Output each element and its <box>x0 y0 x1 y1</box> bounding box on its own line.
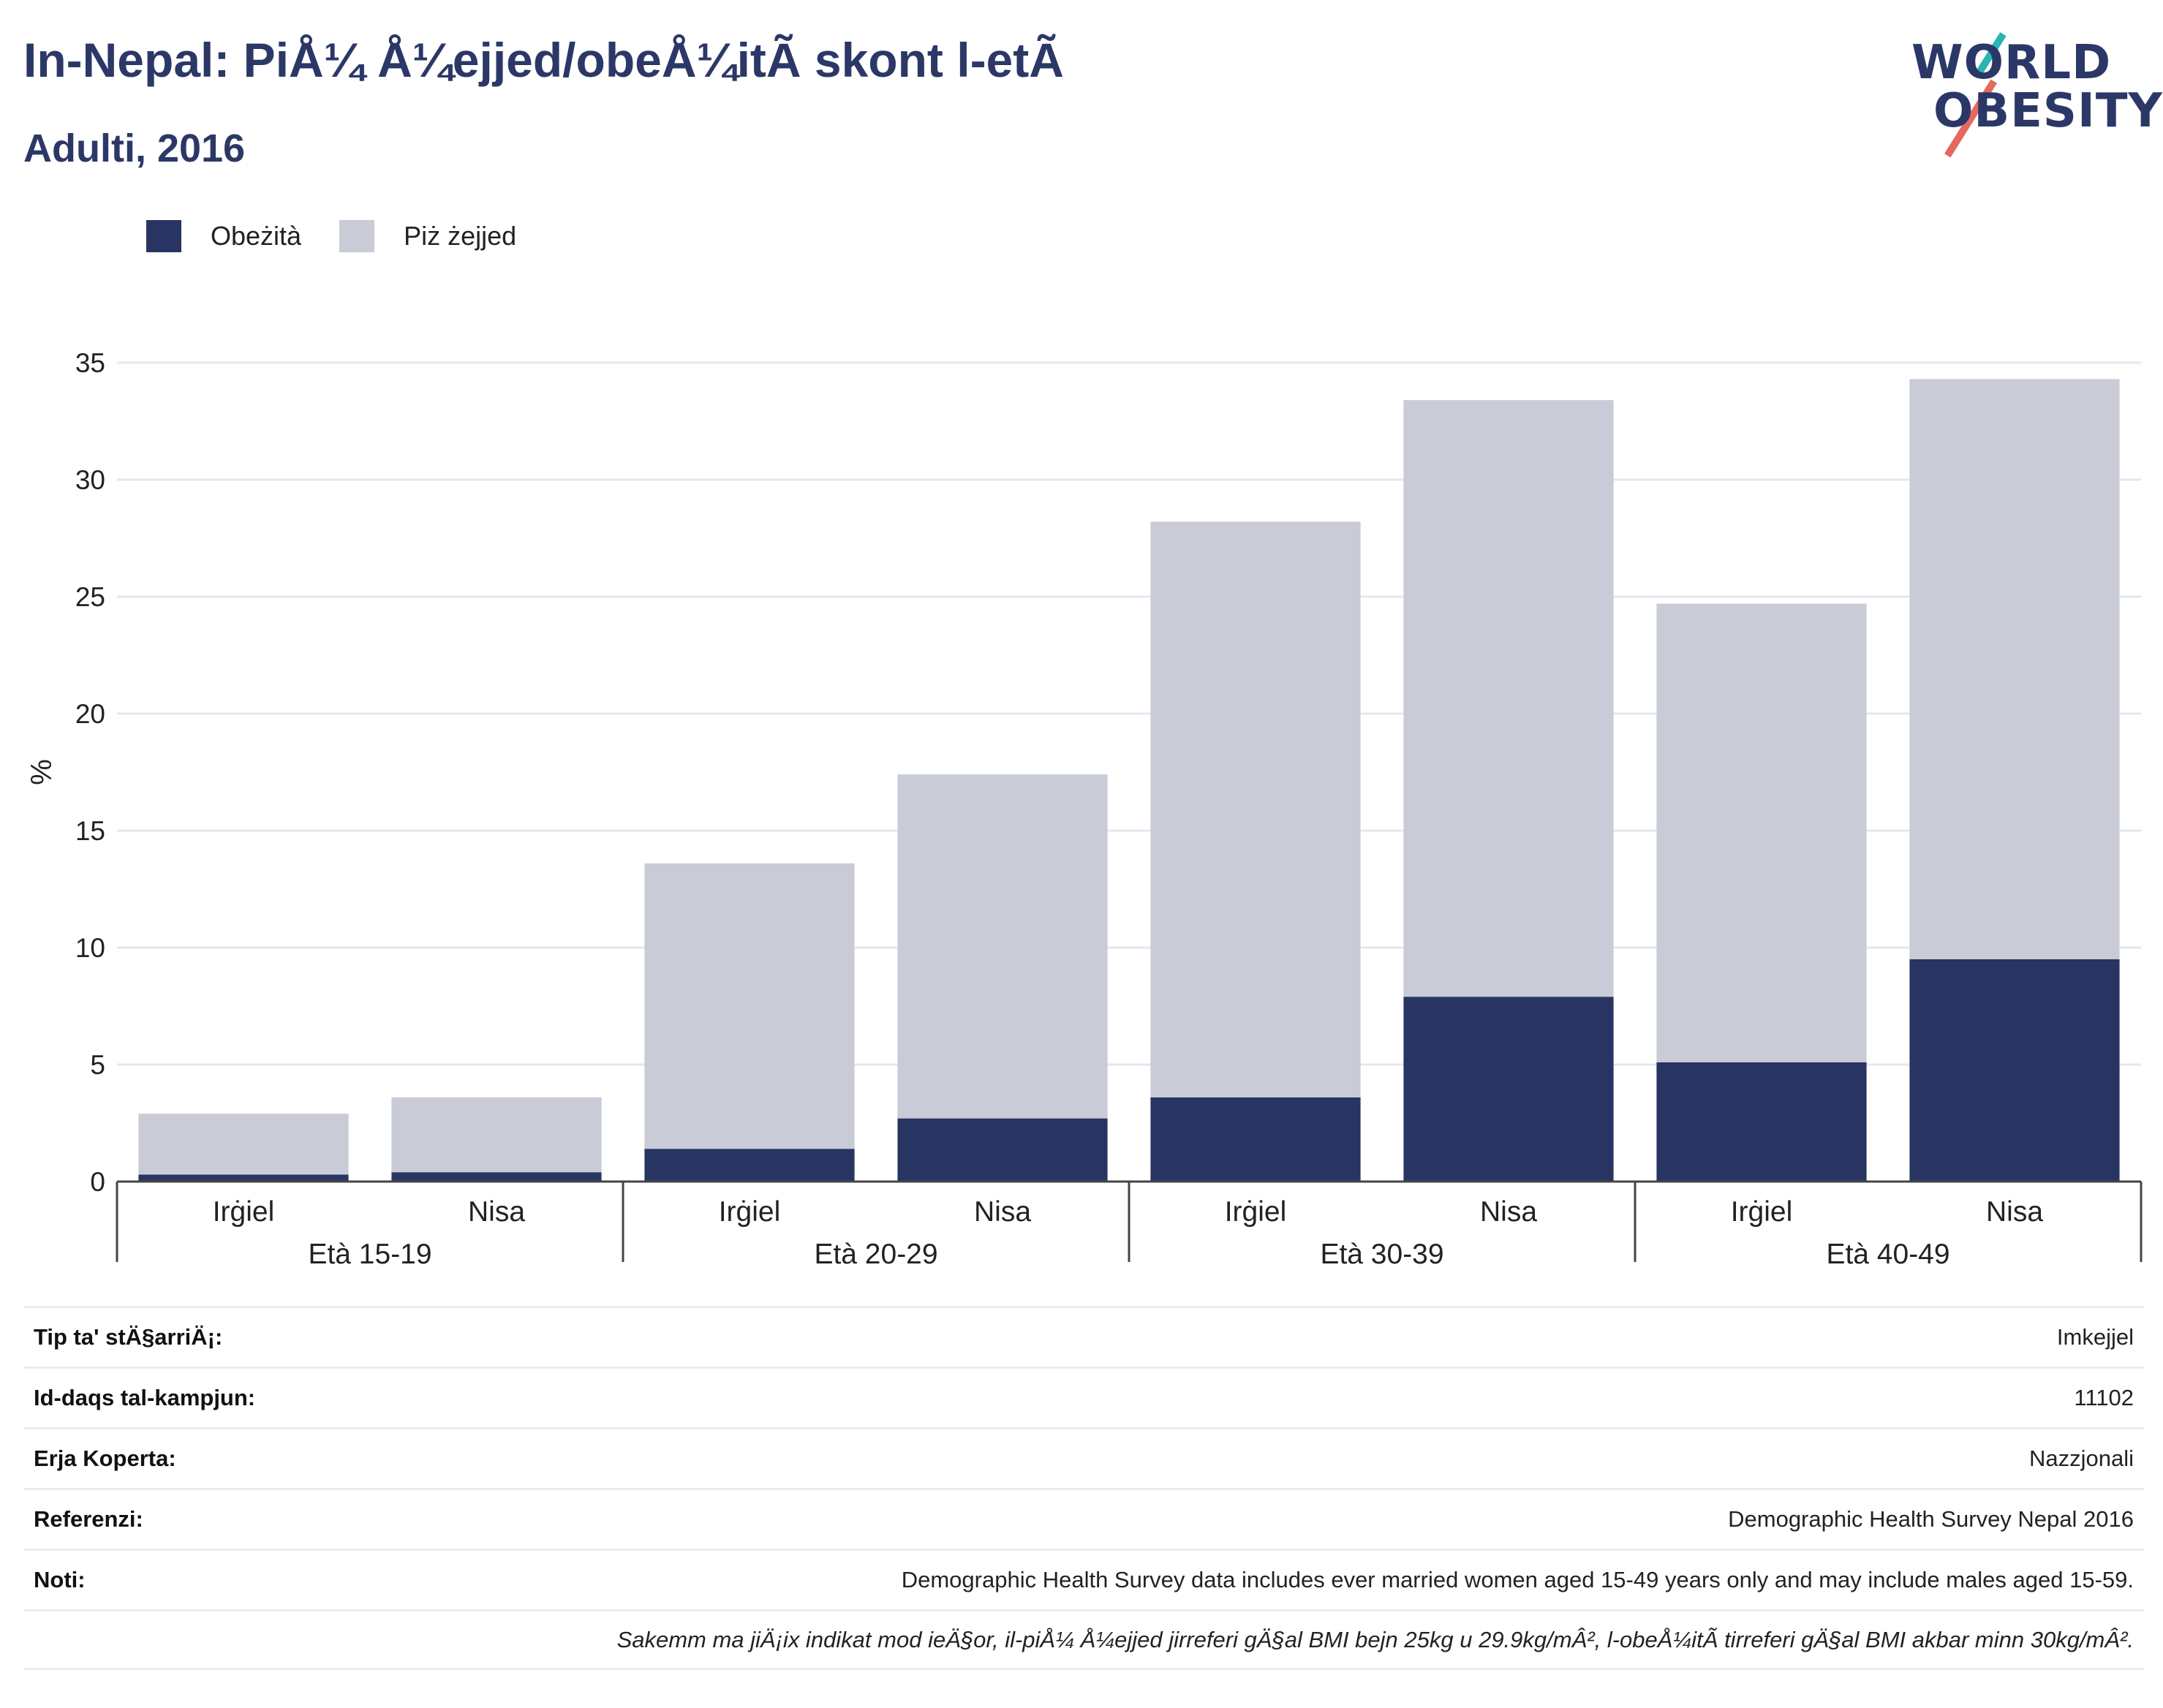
x-tick-label: Irġiel <box>719 1196 781 1228</box>
y-tick-label: 30 <box>75 465 105 495</box>
info-label: Tip ta' stÄ§arriÄ¡: <box>34 1324 223 1350</box>
bar-overweight <box>897 774 1108 1119</box>
x-group-label: Età 15-19 <box>308 1239 431 1270</box>
legend-item-overweight[interactable]: Piż żejjed <box>339 220 516 252</box>
stacked-bar-chart: 0 5 10 15 20 25 30 35% Irġiel Nisa Irġiel Nisa Irġie… <box>26 348 2143 1270</box>
info-value: Demographic Health Survey data includes … <box>901 1567 2134 1592</box>
bar-overweight <box>138 1114 349 1175</box>
info-value: Demographic Health Survey Nepal 2016 <box>1728 1506 2134 1532</box>
bar-obese <box>897 1118 1108 1182</box>
bar-obese <box>1656 1062 1867 1182</box>
world-obesity-logo: WORLD OBESITY <box>1909 29 2162 158</box>
y-tick-label: 0 <box>90 1167 105 1197</box>
info-row-references: Referenzi: Demographic Health Survey Nep… <box>23 1488 2144 1549</box>
bar-obese <box>1403 997 1614 1182</box>
x-group-label: Età 20-29 <box>814 1239 937 1270</box>
info-row-notes: Noti: Demographic Health Survey data inc… <box>23 1549 2144 1609</box>
y-tick-label: 20 <box>75 699 105 729</box>
info-value: Nazzjonali <box>2028 1446 2134 1471</box>
x-tick-label: Nisa <box>974 1196 1031 1228</box>
info-label: Id-daqs tal-kampjun: <box>34 1385 256 1410</box>
logo-line-1: WORLD <box>1911 36 2112 90</box>
bar-overweight <box>391 1097 602 1173</box>
info-row-area: Erja Koperta: Nazzjonali <box>23 1427 2144 1488</box>
legend-swatch-obese <box>146 220 181 252</box>
bar-obese <box>1909 959 2120 1182</box>
x-tick-label: Nisa <box>468 1196 525 1228</box>
bar-obese <box>644 1149 855 1182</box>
x-tick-label: Nisa <box>1986 1196 2043 1228</box>
bar-overweight <box>1403 400 1614 997</box>
info-row-footnote: Sakemm ma jiÄ¡ix indikat mod ieÄ§or, il-… <box>23 1609 2144 1670</box>
bar-overweight <box>1150 521 1361 1097</box>
info-row-survey-type: Tip ta' stÄ§arriÄ¡: Imkejjel <box>23 1306 2144 1367</box>
bar-overweight <box>1909 379 2120 959</box>
chart-title: In-Nepal: PiÅ¼ Å¼ejjed/obeÅ¼itÃ skont l-… <box>23 33 1064 87</box>
x-tick-label: Nisa <box>1480 1196 1537 1228</box>
y-tick-label: 25 <box>75 582 105 612</box>
info-table: Tip ta' stÄ§arriÄ¡: Imkejjel Id-daqs tal… <box>23 1306 2144 1670</box>
legend-item-obese[interactable]: Obeżità <box>146 220 301 252</box>
x-tick-label: Irġiel <box>213 1196 275 1228</box>
bar-overweight <box>1656 603 1867 1062</box>
logo-line-2: OBESITY <box>1933 84 2163 138</box>
bar-obese <box>138 1174 349 1182</box>
y-tick-label: 35 <box>75 348 105 378</box>
info-row-sample-size: Id-daqs tal-kampjun: 11102 <box>23 1367 2144 1427</box>
y-tick-label: 10 <box>75 933 105 963</box>
legend-label-obese: Obeżità <box>211 221 302 251</box>
y-tick-label: 5 <box>90 1050 105 1080</box>
x-group-label: Età 30-39 <box>1320 1239 1443 1270</box>
legend-label-overweight: Piż żejjed <box>404 221 517 251</box>
bar-overweight <box>644 863 855 1149</box>
chart-subtitle: Adulti, 2016 <box>23 126 246 170</box>
info-label: Noti: <box>34 1567 86 1592</box>
info-value: Imkejjel <box>2056 1324 2134 1350</box>
y-axis-label: % <box>26 759 58 785</box>
x-tick-label: Irġiel <box>1225 1196 1287 1228</box>
info-label: Erja Koperta: <box>34 1446 176 1471</box>
x-group-label: Età 40-49 <box>1826 1239 1949 1270</box>
info-value: 11102 <box>2074 1385 2134 1410</box>
bar-obese <box>1150 1097 1361 1182</box>
info-label: Referenzi: <box>34 1506 143 1532</box>
bar-obese <box>391 1172 602 1182</box>
y-tick-label: 15 <box>75 816 105 846</box>
x-tick-label: Irġiel <box>1731 1196 1793 1228</box>
legend: Obeżità Piż żejjed <box>146 218 554 254</box>
footnote: Sakemm ma jiÄ¡ix indikat mod ieÄ§or, il-… <box>616 1626 2134 1652</box>
legend-swatch-overweight <box>339 220 375 252</box>
